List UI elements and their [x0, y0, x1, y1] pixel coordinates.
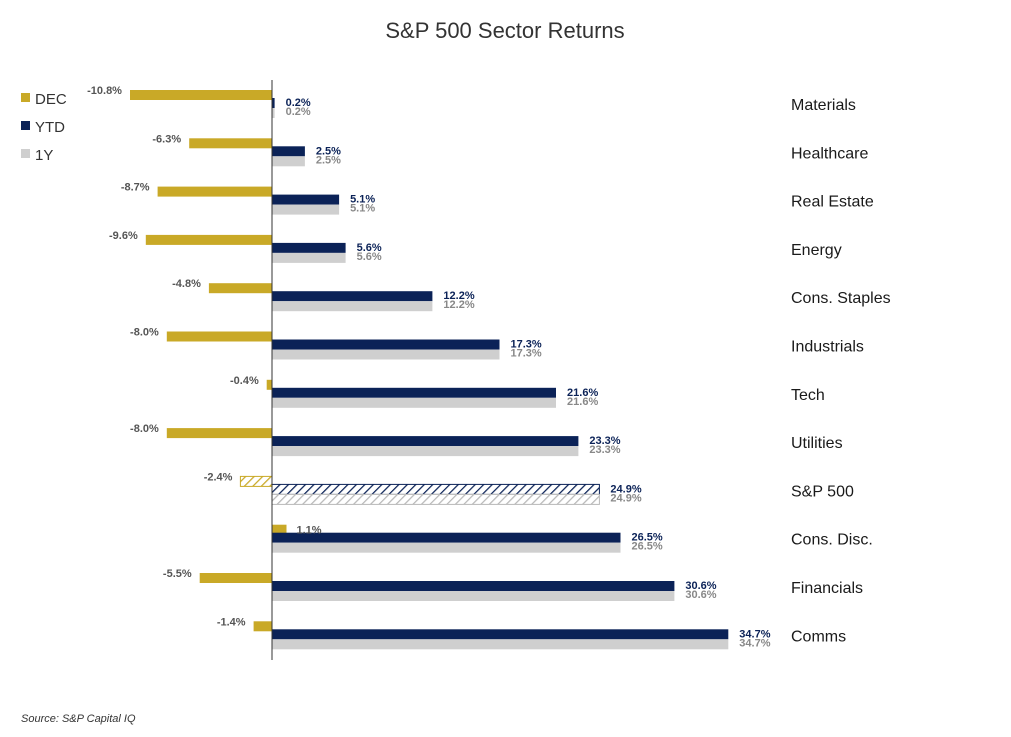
- bar-ytd-tech: [272, 387, 556, 398]
- bar-ytd-utilities: [272, 436, 579, 447]
- value-label-ytd-s-p-500: 24.9%: [610, 483, 641, 495]
- value-label-dec-industrials: -8.0%: [130, 327, 159, 339]
- value-label-dec-tech: -0.4%: [230, 375, 259, 387]
- bar-dec-industrials: [166, 331, 272, 342]
- value-label-dec-cons-disc: 1.1%: [296, 525, 321, 537]
- category-label-comms: Comms: [791, 628, 846, 645]
- bar-1y-materials: [272, 108, 275, 118]
- value-label-dec-utilities: -8.0%: [130, 423, 159, 435]
- value-label-dec-healthcare: -6.3%: [152, 133, 181, 145]
- bar-ytd-industrials: [272, 339, 500, 350]
- value-label-ytd-utilities: 23.3%: [589, 435, 620, 447]
- category-label-financials: Financials: [791, 580, 863, 597]
- value-label-dec-cons-staples: -4.8%: [172, 278, 201, 290]
- bar-dec-materials: [130, 90, 272, 100]
- value-label-dec-materials: -10.8%: [87, 85, 122, 97]
- value-label-1y-s-p-500: 24.9%: [610, 492, 641, 504]
- legend-swatch-dec: [21, 93, 30, 102]
- value-label-ytd-cons-disc: 26.5%: [631, 532, 662, 544]
- value-label-ytd-real-estate: 5.1%: [350, 194, 375, 206]
- value-label-ytd-financials: 30.6%: [685, 580, 716, 592]
- bar-ytd-s-p-500: [271, 483, 600, 495]
- bar-1y-industrials: [272, 349, 500, 360]
- bar-1y-financials: [272, 591, 675, 601]
- category-label-materials: Materials: [791, 97, 856, 114]
- value-label-ytd-cons-staples: 12.2%: [443, 290, 474, 302]
- bar-1y-real-estate: [272, 204, 340, 215]
- bar-dec-comms: [253, 621, 272, 632]
- value-label-1y-financials: 30.6%: [685, 589, 716, 601]
- legend-label-dec: DEC: [35, 91, 67, 108]
- category-label-tech: Tech: [791, 387, 825, 404]
- value-label-1y-comms: 34.7%: [739, 637, 770, 649]
- bar-1y-comms: [272, 639, 729, 650]
- labels-group: Materials -10.8% 0.2%0.2% Healthcare -6.3% 2.…: [87, 85, 890, 649]
- value-label-ytd-energy: 5.6%: [357, 242, 382, 254]
- bar-1y-cons-staples: [272, 301, 433, 312]
- category-label-cons-disc: Cons. Disc.: [791, 532, 873, 549]
- bar-1y-healthcare: [272, 156, 305, 167]
- bar-1y-tech: [272, 397, 556, 408]
- bar-dec-s-p-500: [239, 475, 273, 487]
- value-label-ytd-industrials: 17.3%: [510, 339, 541, 351]
- value-label-1y-cons-disc: 26.5%: [631, 541, 662, 553]
- bar-dec-cons-staples: [208, 283, 272, 294]
- legend-swatch-ytd: [21, 121, 30, 130]
- value-label-1y-cons-staples: 12.2%: [443, 299, 474, 311]
- bar-dec-utilities: [166, 428, 272, 439]
- value-label-dec-real-estate: -8.7%: [121, 182, 150, 194]
- bar-ytd-cons-staples: [272, 291, 433, 302]
- value-label-1y-energy: 5.6%: [357, 251, 382, 263]
- bar-1y-cons-disc: [272, 542, 621, 553]
- value-label-ytd-healthcare: 2.5%: [316, 145, 341, 157]
- value-label-1y-materials: 0.2%: [286, 106, 311, 118]
- category-label-industrials: Industrials: [791, 339, 864, 356]
- bar-ytd-financials: [272, 581, 675, 591]
- value-label-1y-utilities: 23.3%: [589, 444, 620, 456]
- source-note: Source: S&P Capital IQ: [21, 713, 136, 725]
- value-label-1y-real-estate: 5.1%: [350, 203, 375, 215]
- value-label-ytd-comms: 34.7%: [739, 628, 770, 640]
- bar-dec-financials: [199, 573, 272, 583]
- value-label-dec-energy: -9.6%: [109, 230, 138, 242]
- bar-ytd-healthcare: [272, 146, 305, 157]
- category-label-energy: Energy: [791, 242, 842, 259]
- bar-1y-utilities: [272, 446, 579, 457]
- category-label-s-p-500: S&P 500: [791, 483, 854, 500]
- value-label-ytd-materials: 0.2%: [286, 97, 311, 109]
- bar-ytd-materials: [272, 98, 275, 108]
- value-label-dec-comms: -1.4%: [217, 616, 246, 628]
- value-label-1y-industrials: 17.3%: [510, 348, 541, 360]
- bar-ytd-comms: [272, 629, 729, 640]
- chart-title: S&P 500 Sector Returns: [385, 18, 624, 43]
- legend-label-1y: 1Y: [35, 147, 53, 164]
- bar-1y-energy: [272, 252, 346, 263]
- bar-1y-s-p-500: [271, 493, 600, 505]
- legend-label-ytd: YTD: [35, 119, 65, 136]
- bar-ytd-cons-disc: [272, 532, 621, 543]
- bar-dec-tech: [266, 379, 272, 390]
- bar-ytd-energy: [272, 242, 346, 253]
- bar-ytd-real-estate: [272, 194, 340, 205]
- bars-group: [130, 90, 729, 650]
- category-label-utilities: Utilities: [791, 435, 843, 452]
- bar-dec-cons-disc: [272, 524, 287, 535]
- value-label-dec-financials: -5.5%: [163, 568, 192, 580]
- bar-dec-healthcare: [189, 138, 272, 149]
- category-label-healthcare: Healthcare: [791, 145, 868, 162]
- category-label-cons-staples: Cons. Staples: [791, 290, 891, 307]
- value-label-1y-healthcare: 2.5%: [316, 154, 341, 166]
- value-label-1y-tech: 21.6%: [567, 396, 598, 408]
- value-label-ytd-tech: 21.6%: [567, 387, 598, 399]
- bar-dec-real-estate: [157, 186, 272, 197]
- category-label-real-estate: Real Estate: [791, 194, 874, 211]
- value-label-dec-s-p-500: -2.4%: [204, 471, 233, 483]
- bar-dec-energy: [145, 234, 272, 245]
- legend: DEC YTD 1Y: [21, 91, 67, 164]
- legend-swatch-1y: [21, 149, 30, 158]
